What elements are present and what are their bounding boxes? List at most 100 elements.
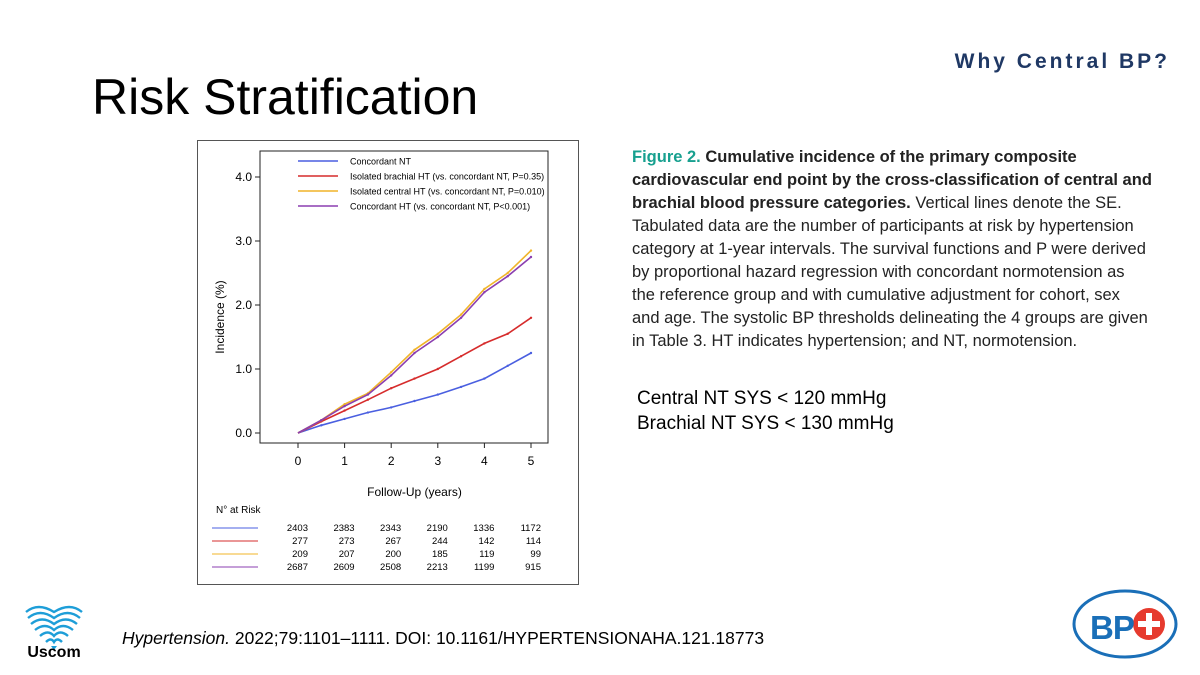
at-risk-count: 2403 — [287, 523, 308, 534]
at-risk-count: 2190 — [427, 523, 448, 534]
series-line — [297, 352, 532, 434]
data-point — [390, 371, 393, 374]
data-point — [459, 313, 463, 316]
data-point — [506, 275, 509, 278]
at-risk-count: 267 — [385, 536, 401, 547]
data-point — [320, 424, 323, 427]
data-point — [483, 287, 486, 291]
data-point — [459, 385, 463, 389]
data-point — [413, 348, 416, 351]
data-point — [436, 367, 439, 371]
y-tick-label: 4.0 — [235, 170, 252, 184]
at-risk-count: 185 — [432, 549, 448, 560]
data-point — [390, 406, 393, 409]
uscom-logo-text: Uscom — [27, 644, 81, 661]
brachial-threshold: Brachial NT SYS < 130 mmHg — [637, 413, 894, 434]
at-risk-count: 1172 — [521, 523, 541, 534]
bp-plus-logo-icon — [1072, 589, 1178, 659]
caption-heading: Cumulative incidence of the primary comp… — [632, 148, 1152, 212]
x-tick-label: 0 — [295, 454, 302, 468]
data-point — [506, 332, 509, 335]
citation: Hypertension. 2022;79:1101–1111. DOI: 10… — [122, 628, 764, 649]
plot-frame — [259, 150, 549, 444]
data-point — [343, 403, 346, 406]
y-tick-label: 0.0 — [235, 426, 252, 440]
data-point — [506, 364, 509, 367]
legend-label: Isolated brachial HT (vs. concordant NT,… — [350, 172, 544, 182]
at-risk-count: 273 — [339, 536, 355, 547]
at-risk-count: 277 — [292, 536, 308, 547]
data-point — [343, 409, 346, 412]
data-point — [343, 404, 346, 408]
data-point — [459, 355, 463, 358]
at-risk-count: 207 — [339, 549, 355, 560]
data-point — [529, 249, 533, 252]
x-tick-label: 5 — [528, 454, 535, 468]
x-axis-label: Follow-Up (years) — [367, 485, 462, 499]
data-point — [343, 417, 346, 421]
data-point — [459, 316, 463, 319]
uscom-heart-icon — [25, 605, 83, 650]
data-point — [506, 271, 509, 275]
data-point — [366, 411, 370, 414]
data-point — [483, 342, 486, 345]
data-point — [413, 399, 416, 403]
citation-journal: Hypertension. — [122, 628, 230, 648]
y-axis-label: Incidence (%) — [213, 280, 227, 353]
at-risk-count: 2687 — [287, 562, 308, 573]
at-risk-count: 209 — [292, 549, 308, 560]
at-risk-count: 2508 — [380, 562, 401, 573]
figure-panel: 0.0 1.0 2.0 3.0 4.0 0 1 2 3 4 5 Follow-Up (years) In… — [197, 140, 579, 585]
slide-tagline: Why Central BP? — [954, 50, 1170, 73]
y-tick-label: 2.0 — [235, 298, 252, 312]
at-risk-count: 99 — [530, 549, 541, 560]
at-risk-count: 2343 — [380, 523, 401, 534]
citation-reference: 2022;79:1101–1111. DOI: 10.1161/HYPERTEN… — [234, 628, 765, 648]
legend-label: Isolated central HT (vs. concordant NT, … — [350, 187, 545, 197]
data-point — [529, 255, 533, 259]
series-line — [297, 256, 532, 434]
at-risk-label: N° at Risk — [216, 505, 262, 516]
data-point — [366, 398, 370, 401]
data-point — [320, 419, 323, 422]
legend-label: Concordant HT (vs. concordant NT, P<0.00… — [350, 202, 530, 212]
at-risk-count: 119 — [479, 549, 494, 560]
series-line — [297, 250, 532, 434]
x-tick-label: 1 — [341, 454, 348, 468]
x-tick-label: 4 — [481, 454, 488, 468]
x-tick-label: 2 — [388, 454, 395, 468]
at-risk-count: 1336 — [473, 523, 494, 534]
y-tick-label: 1.0 — [235, 362, 252, 376]
data-point — [483, 291, 486, 294]
caption-body: Vertical lines denote the SE. Tabulated … — [632, 194, 1148, 350]
incidence-chart: 0.0 1.0 2.0 3.0 4.0 0 1 2 3 4 5 Follow-Up (years) In… — [212, 150, 549, 573]
at-risk-count: 2213 — [427, 562, 448, 573]
at-risk-count: 244 — [432, 536, 448, 547]
data-point — [529, 316, 533, 319]
caption-figure-number: Figure 2. — [632, 148, 701, 166]
data-point — [413, 377, 416, 380]
data-point — [436, 332, 439, 335]
at-risk-count: 2383 — [333, 523, 354, 534]
at-risk-count: 142 — [479, 536, 495, 547]
data-point — [390, 387, 393, 390]
slide-title: Risk Stratification — [92, 69, 479, 125]
at-risk-count: 2609 — [333, 562, 354, 573]
legend-label: Concordant NT — [350, 157, 412, 167]
at-risk-count: 114 — [526, 536, 541, 547]
at-risk-count: 915 — [525, 562, 541, 573]
at-risk-count: 200 — [385, 549, 401, 560]
bp-logo-text: BP — [1090, 609, 1135, 646]
data-point — [436, 393, 439, 396]
figure-caption: Figure 2. Cumulative incidence of the pr… — [632, 146, 1152, 353]
x-tick-label: 3 — [434, 454, 441, 468]
series-line — [297, 317, 532, 434]
y-tick-label: 3.0 — [235, 234, 252, 248]
at-risk-count: 1199 — [474, 562, 494, 573]
data-point — [413, 351, 416, 355]
central-threshold: Central NT SYS < 120 mmHg — [637, 388, 887, 409]
data-point — [483, 377, 486, 380]
thresholds-note: Central NT SYS < 120 mmHg Brachial NT SY… — [637, 386, 894, 436]
data-point — [366, 393, 370, 396]
data-point — [529, 351, 533, 355]
